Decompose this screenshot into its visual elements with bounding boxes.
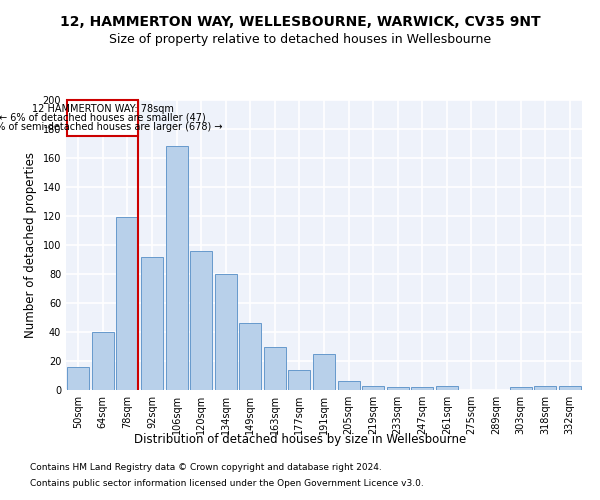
Bar [509,387,532,390]
Bar [289,370,310,390]
Bar [141,256,163,390]
Bar [190,251,212,390]
Bar [166,146,188,390]
Bar [313,354,335,390]
Bar [215,274,237,390]
Bar [116,218,139,390]
Bar [239,324,262,390]
Bar [362,386,384,390]
Bar [67,100,139,136]
Bar [92,332,114,390]
Text: Contains HM Land Registry data © Crown copyright and database right 2024.: Contains HM Land Registry data © Crown c… [30,464,382,472]
Text: 12, HAMMERTON WAY, WELLESBOURNE, WARWICK, CV35 9NT: 12, HAMMERTON WAY, WELLESBOURNE, WARWICK… [59,15,541,29]
Bar [67,367,89,390]
Bar [436,386,458,390]
Text: Size of property relative to detached houses in Wellesbourne: Size of property relative to detached ho… [109,32,491,46]
Bar [386,387,409,390]
Bar [338,382,359,390]
Bar [411,387,433,390]
Bar [264,346,286,390]
Text: Contains public sector information licensed under the Open Government Licence v3: Contains public sector information licen… [30,478,424,488]
Text: Distribution of detached houses by size in Wellesbourne: Distribution of detached houses by size … [134,432,466,446]
Text: 12 HAMMERTON WAY: 78sqm: 12 HAMMERTON WAY: 78sqm [32,104,174,114]
Text: 93% of semi-detached houses are larger (678) →: 93% of semi-detached houses are larger (… [0,122,222,132]
Bar [534,386,556,390]
Bar [559,386,581,390]
Text: ← 6% of detached houses are smaller (47): ← 6% of detached houses are smaller (47) [0,112,206,122]
Y-axis label: Number of detached properties: Number of detached properties [24,152,37,338]
